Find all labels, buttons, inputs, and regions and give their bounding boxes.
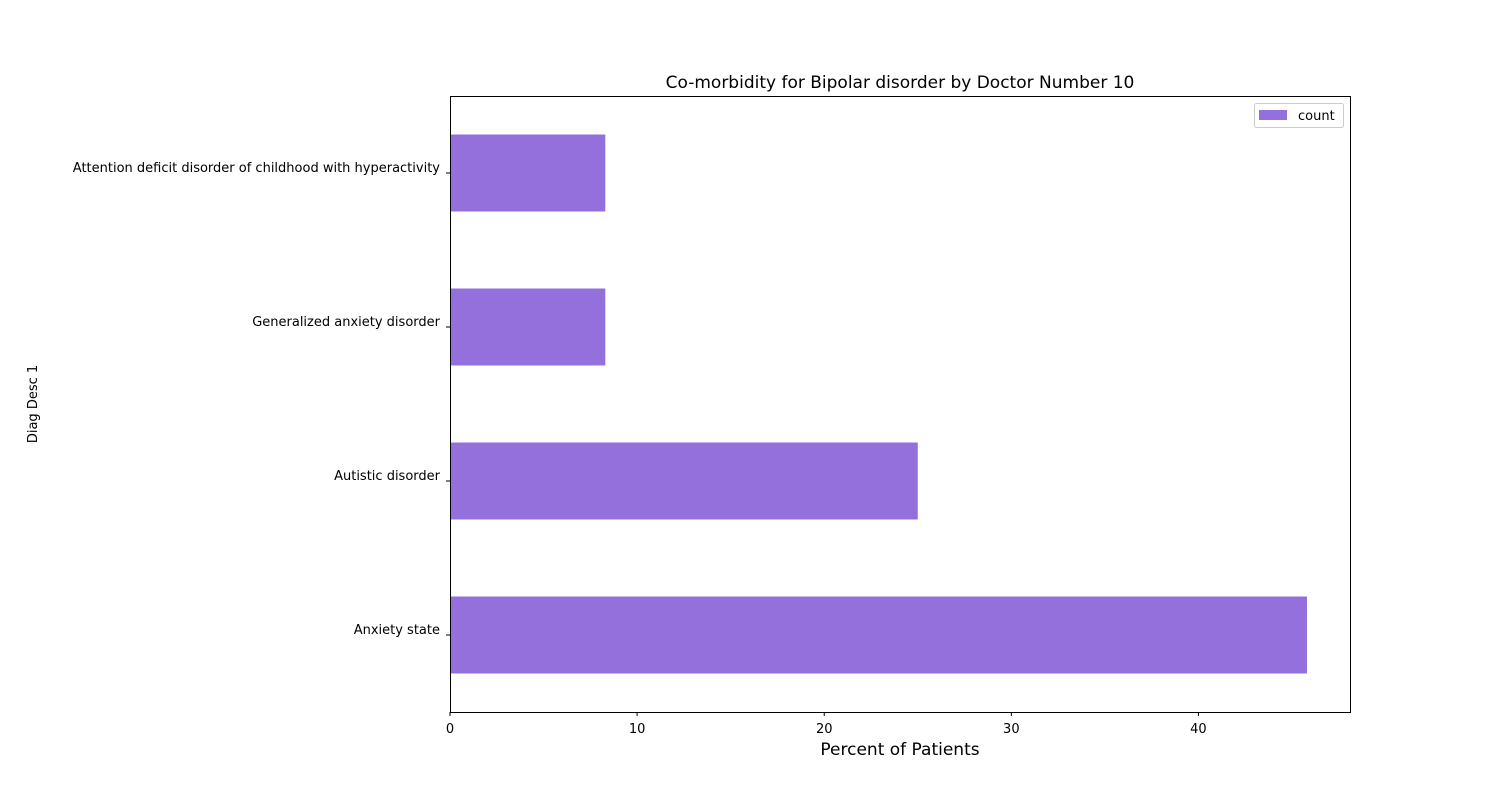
legend-label: count [1298,109,1335,124]
y-tick-label: Generalized anxiety disorder [252,315,440,330]
y-axis-label: Diag Desc 1 [26,365,41,443]
y-tick-label: Attention deficit disorder of childhood … [73,161,441,176]
y-tick-label: Autistic disorder [334,469,441,484]
x-tick-label: 30 [1003,722,1020,737]
bar [450,134,606,212]
ticks-layer: Anxiety state Autistic disorder Generalize… [73,161,1207,737]
legend: count [1254,103,1344,128]
bars-layer [450,134,1307,674]
x-tick-label: 10 [629,722,646,737]
x-tick-label: 0 [446,722,454,737]
legend-frame [1254,103,1344,128]
plot-frame [450,96,1351,713]
bar [450,442,918,520]
bar [450,596,1307,674]
chart-title: Co-morbidity for Bipolar disorder by Doc… [666,73,1135,93]
bar [450,288,606,366]
x-tick-label: 40 [1190,722,1207,737]
x-axis-label: Percent of Patients [820,740,979,760]
x-tick-label: 20 [816,722,833,737]
legend-swatch [1259,110,1287,120]
y-tick-label: Anxiety state [354,623,440,638]
